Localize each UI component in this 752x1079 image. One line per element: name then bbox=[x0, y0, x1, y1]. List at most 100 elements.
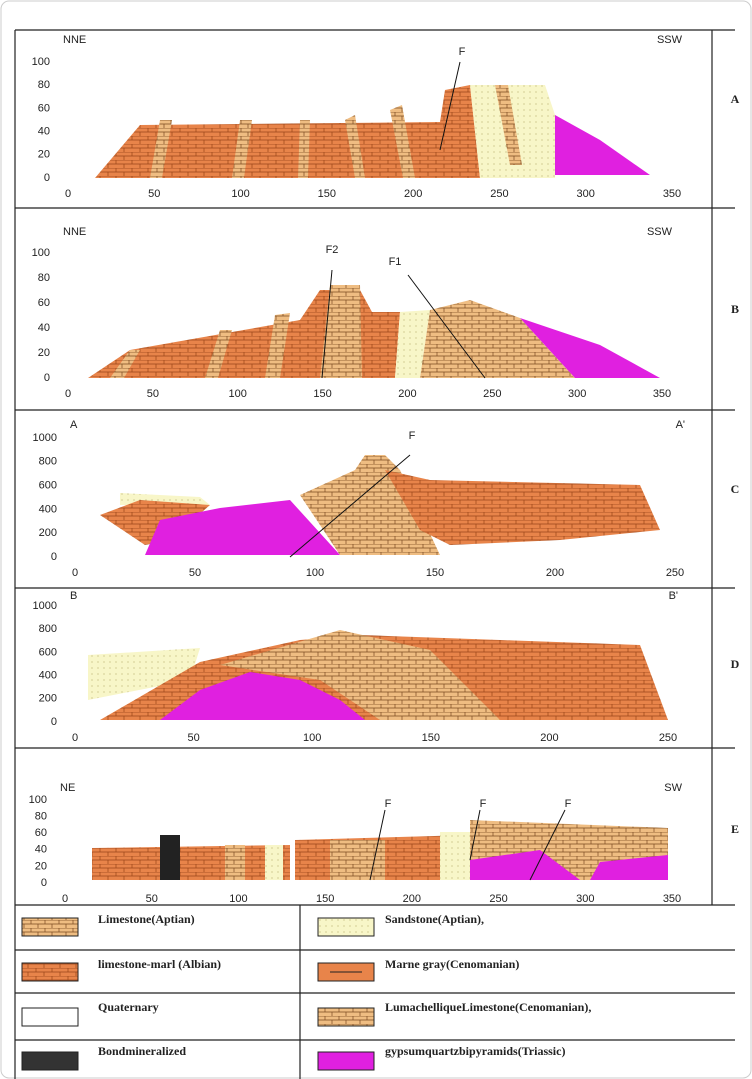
x-tick-label: 300 bbox=[576, 893, 594, 905]
y-tick-label: 100 bbox=[32, 56, 50, 68]
sandstone bbox=[265, 845, 283, 880]
panel-label: E bbox=[731, 822, 739, 836]
panel-label: C bbox=[731, 482, 740, 496]
x-tick-label: 350 bbox=[653, 388, 671, 400]
x-tick-label: 100 bbox=[229, 388, 247, 400]
y-tick-label: 1000 bbox=[33, 600, 57, 612]
x-tick-label: 150 bbox=[422, 732, 440, 744]
x-tick-label: 100 bbox=[303, 732, 321, 744]
y-tick-label: 400 bbox=[39, 670, 57, 682]
y-tick-label: 0 bbox=[41, 877, 47, 889]
legend-swatch bbox=[22, 963, 78, 981]
x-tick-label: 50 bbox=[146, 893, 158, 905]
y-tick-label: 20 bbox=[35, 860, 47, 872]
x-tick-label: 200 bbox=[546, 567, 564, 579]
legend-label: Quaternary bbox=[98, 1000, 159, 1014]
x-tick-label: 0 bbox=[65, 188, 71, 200]
y-tick-label: 100 bbox=[32, 247, 50, 259]
x-tick-label: 150 bbox=[426, 567, 444, 579]
y-tick-label: 40 bbox=[35, 844, 47, 856]
y-tick-label: 20 bbox=[38, 347, 50, 359]
fault-label: F bbox=[459, 46, 466, 58]
legend-swatch bbox=[22, 918, 78, 936]
x-tick-label: 0 bbox=[72, 732, 78, 744]
fault-label: F bbox=[385, 798, 392, 810]
x-tick-label: 250 bbox=[489, 893, 507, 905]
section-end-right: SSW bbox=[647, 226, 673, 238]
y-tick-label: 400 bbox=[39, 503, 57, 515]
x-tick-label: 150 bbox=[316, 893, 334, 905]
y-tick-label: 0 bbox=[51, 716, 57, 728]
x-tick-label: 0 bbox=[72, 567, 78, 579]
x-tick-label: 300 bbox=[577, 188, 595, 200]
legend-label: Bondmineralized bbox=[98, 1044, 186, 1058]
y-tick-label: 0 bbox=[44, 172, 50, 184]
section-end-left: NE bbox=[60, 782, 75, 794]
sandstone bbox=[440, 832, 470, 880]
x-tick-label: 250 bbox=[483, 388, 501, 400]
fault-label: F bbox=[565, 798, 572, 810]
y-tick-label: 60 bbox=[35, 827, 47, 839]
section-end-right: A' bbox=[676, 419, 685, 431]
y-tick-label: 40 bbox=[38, 322, 50, 334]
x-tick-label: 200 bbox=[403, 893, 421, 905]
x-tick-label: 200 bbox=[540, 732, 558, 744]
x-tick-label: 50 bbox=[187, 732, 199, 744]
x-tick-label: 200 bbox=[404, 188, 422, 200]
x-tick-label: 0 bbox=[62, 893, 68, 905]
panel-label: D bbox=[731, 657, 740, 671]
y-tick-label: 600 bbox=[39, 480, 57, 492]
x-tick-label: 300 bbox=[568, 388, 586, 400]
section-end-left: A bbox=[70, 419, 78, 431]
section-end-right: B' bbox=[669, 590, 678, 602]
legend-label: Marne gray(Cenomanian) bbox=[385, 957, 519, 971]
fault-label: F bbox=[409, 430, 416, 442]
x-tick-label: 0 bbox=[65, 388, 71, 400]
x-tick-label: 350 bbox=[663, 188, 681, 200]
limestone bbox=[225, 845, 245, 880]
body: {"panels": [ {"label": "A", "left": "NNE… bbox=[0, 0, 752, 1079]
limestone-marl bbox=[92, 845, 290, 880]
x-tick-label: 100 bbox=[306, 567, 324, 579]
x-tick-label: 50 bbox=[148, 188, 160, 200]
figure: Limestone(Aptian) Sandstone(Aptian), lim… bbox=[0, 0, 752, 1079]
page: body { margin: 0; background: #fff; font… bbox=[0, 0, 752, 1079]
fault-label: F bbox=[480, 798, 487, 810]
y-tick-label: 80 bbox=[38, 272, 50, 284]
x-tick-label: 350 bbox=[663, 893, 681, 905]
mineralized-band bbox=[160, 835, 180, 880]
legend-label: Limestone(Aptian) bbox=[98, 912, 195, 926]
y-tick-label: 100 bbox=[29, 794, 47, 806]
panel-label: A bbox=[731, 92, 740, 106]
fault-label: F1 bbox=[389, 256, 402, 268]
section-end-left: NNE bbox=[63, 34, 86, 46]
legend-swatch bbox=[318, 1052, 374, 1070]
legend-label: Sandstone(Aptian), bbox=[385, 912, 484, 926]
legend-swatch bbox=[22, 1052, 78, 1070]
legend-swatch bbox=[22, 1008, 78, 1026]
y-tick-label: 80 bbox=[38, 79, 50, 91]
y-tick-label: 40 bbox=[38, 126, 50, 138]
legend-swatch bbox=[318, 1008, 374, 1026]
y-tick-label: 60 bbox=[38, 102, 50, 114]
section-end-right: SSW bbox=[657, 34, 683, 46]
y-tick-label: 200 bbox=[39, 527, 57, 539]
y-tick-label: 800 bbox=[39, 456, 57, 468]
x-tick-label: 250 bbox=[666, 567, 684, 579]
y-tick-label: 60 bbox=[38, 297, 50, 309]
y-tick-label: 600 bbox=[39, 646, 57, 658]
section-end-left: NNE bbox=[63, 226, 86, 238]
section-end-right: SW bbox=[664, 782, 682, 794]
x-tick-label: 50 bbox=[147, 388, 159, 400]
x-tick-label: 150 bbox=[318, 188, 336, 200]
limestone bbox=[330, 840, 385, 880]
y-tick-label: 1000 bbox=[33, 432, 57, 444]
y-tick-label: 0 bbox=[44, 372, 50, 384]
legend-label: limestone-marl (Albian) bbox=[98, 957, 221, 971]
legend-swatch bbox=[318, 918, 374, 936]
y-tick-label: 0 bbox=[51, 551, 57, 563]
x-tick-label: 100 bbox=[231, 188, 249, 200]
legend-label: gypsumquartzbipyramids(Triassic) bbox=[385, 1044, 565, 1058]
limestone bbox=[298, 120, 310, 178]
x-tick-label: 250 bbox=[490, 188, 508, 200]
